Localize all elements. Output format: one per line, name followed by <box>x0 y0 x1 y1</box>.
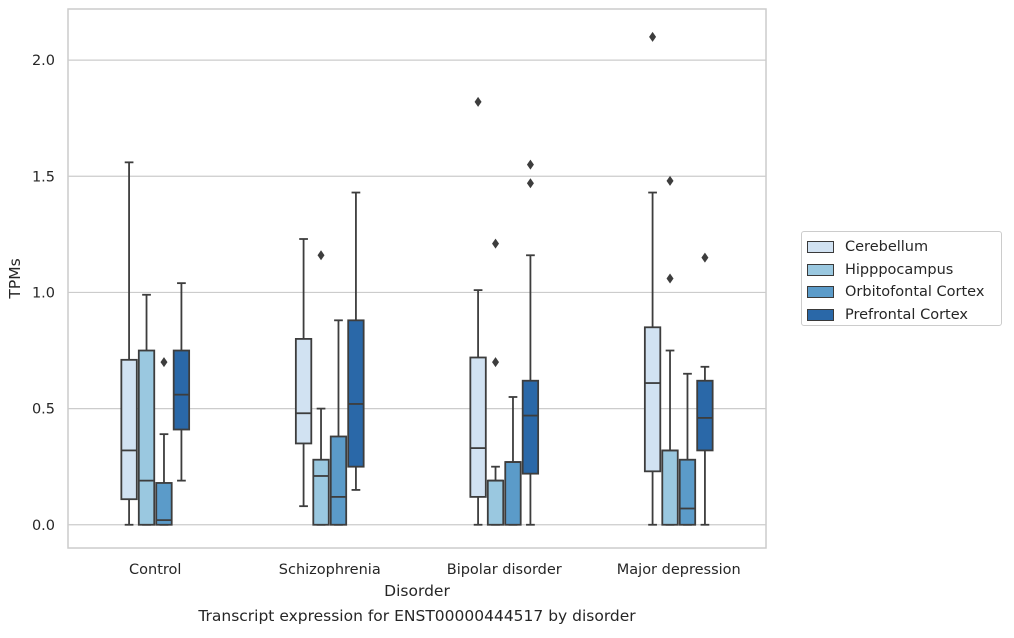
box-prefrontal-cortex <box>172 349 191 431</box>
box-cerebellum <box>469 356 487 498</box>
outlier-point <box>666 273 674 284</box>
box-hipppocampus <box>312 458 330 526</box>
y-tick-label: 0.0 <box>32 518 55 534</box>
box-hipppocampus <box>486 479 505 526</box>
box-prefrontal-cortex <box>347 319 365 468</box>
outlier-point <box>160 357 168 368</box>
box-orbitofontal-cortex <box>155 482 173 526</box>
plot-frame <box>67 8 767 549</box>
box-cerebellum <box>120 358 138 501</box>
box-prefrontal-cortex <box>521 379 540 475</box>
y-axis-label: TPMs <box>6 258 24 299</box>
y-tick-label: 1.0 <box>32 285 55 301</box>
outlier-point <box>649 31 657 42</box>
outlier-point <box>701 252 709 263</box>
box-hipppocampus <box>661 449 679 526</box>
box-orbitofontal-cortex <box>678 458 697 526</box>
legend-item: Prefrontal Cortex <box>807 304 1001 327</box>
outlier-point <box>666 175 674 186</box>
x-tick-label: Bipolar disorder <box>447 562 562 578</box>
box-orbitofontal-cortex <box>504 461 522 526</box>
box-cerebellum <box>643 326 662 473</box>
y-tick-label: 1.5 <box>32 169 55 185</box>
outlier-point <box>526 159 534 170</box>
legend-swatch <box>807 241 834 254</box>
y-tick-label: 2.0 <box>32 53 55 69</box>
x-tick-label: Control <box>129 562 181 578</box>
box-orbitofontal-cortex <box>329 435 348 526</box>
outlier-point <box>492 357 500 368</box>
legend-item: Orbitofontal Cortex <box>807 281 1001 304</box>
legend-label: Orbitofontal Cortex <box>845 284 985 301</box>
legend-label: Cerebellum <box>845 239 929 256</box>
box-prefrontal-cortex <box>696 379 714 452</box>
legend: Cerebellum Hipppocampus Orbitofontal Corte… <box>801 231 1002 326</box>
box-hipppocampus <box>137 349 156 526</box>
legend-label: Hipppocampus <box>845 261 954 278</box>
legend-swatch <box>807 309 834 322</box>
legend-item: Cerebellum <box>807 236 1001 259</box>
figure-caption: Transcript expression for ENST0000044451… <box>198 607 636 625</box>
x-axis-label: Disorder <box>384 582 450 600</box>
outlier-point <box>474 96 482 107</box>
outlier-point <box>492 238 500 249</box>
box-cerebellum <box>294 338 313 445</box>
legend-swatch <box>807 263 834 276</box>
outlier-point <box>526 178 534 189</box>
outlier-point <box>317 250 325 261</box>
legend-swatch <box>807 286 834 299</box>
x-tick-label: Schizophrenia <box>279 562 381 578</box>
legend-label: Prefrontal Cortex <box>845 307 968 324</box>
legend-item: Hipppocampus <box>807 259 1001 282</box>
x-tick-label: Major depression <box>617 562 741 578</box>
y-tick-label: 0.5 <box>32 402 55 418</box>
